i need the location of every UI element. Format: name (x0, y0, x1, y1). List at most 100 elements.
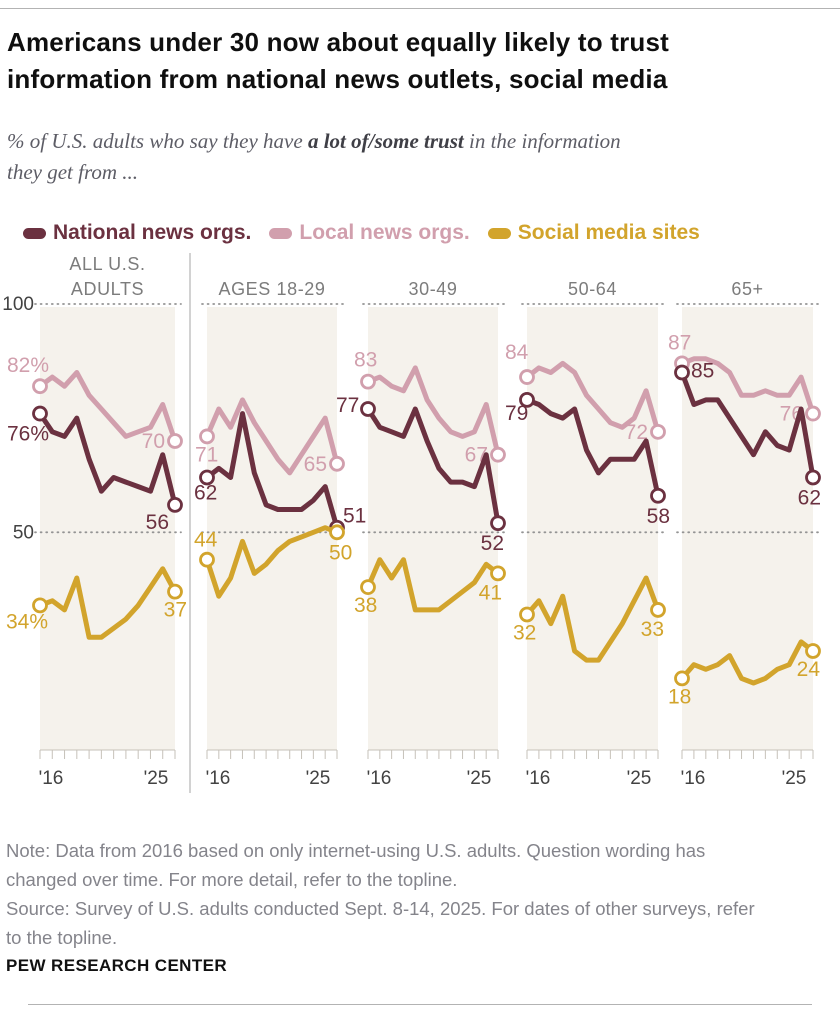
marker-end-local (490, 446, 506, 463)
marker-end-national (805, 469, 821, 486)
label-start-social: 34% (6, 610, 48, 633)
line-national (204, 411, 340, 531)
line-national (365, 406, 501, 526)
marker-end-national (650, 487, 666, 504)
note-line: changed over time. For more detail, refe… (6, 869, 458, 890)
marker-start-national (360, 401, 376, 417)
line-local (37, 370, 178, 444)
x-axis-label-start: '16 (526, 768, 551, 789)
line-social (679, 639, 816, 686)
marker-start-local (32, 378, 48, 395)
label-end-national: 52 (481, 532, 504, 555)
x-axis-label-end: '25 (467, 768, 492, 789)
label-start-local: 87 (668, 331, 691, 354)
label-start-social: 38 (354, 594, 377, 617)
marker-end-social (167, 583, 183, 600)
legend-item-national: National news orgs. (23, 221, 251, 245)
source-line: Source: Survey of U.S. adults conducted … (6, 898, 755, 919)
subtitle-prefix: % of U.S. adults who say they have (7, 129, 308, 153)
x-axis-label-start: '16 (39, 768, 64, 789)
chart-legend: National news orgs. Local news orgs. Soc… (23, 221, 700, 245)
marker-end-local (650, 423, 666, 440)
line-social (37, 566, 178, 640)
x-axis-label-end: '25 (144, 768, 169, 789)
source-line: to the topline. (6, 927, 118, 948)
line-local (679, 356, 816, 417)
marker-start-national (199, 469, 215, 486)
label-start-national: 79 (505, 402, 528, 425)
line-local (365, 365, 501, 458)
legend-swatch-national (23, 227, 46, 239)
marker-start-local (519, 369, 535, 385)
subtitle-line-2: they get from ... (7, 160, 139, 184)
label-end-local: 65 (304, 453, 327, 476)
marker-end-local (167, 433, 183, 449)
marker-end-national (167, 497, 183, 513)
label-start-social: 32 (513, 621, 536, 644)
page-subtitle: % of U.S. adults who say they have a lot… (7, 126, 827, 188)
legend-item-local: Local news orgs. (269, 221, 470, 245)
marker-start-local (360, 373, 376, 390)
marker-end-national (490, 515, 506, 532)
title-line-1: Americans under 30 now about equally lik… (7, 27, 669, 57)
y-axis-label-100: 100 (2, 294, 34, 315)
x-axis-label-start: '16 (367, 768, 392, 789)
chart-footnote: Note: Data from 2016 based on only inter… (6, 836, 816, 952)
label-start-national: 62 (194, 482, 217, 505)
label-end-national: 56 (146, 511, 169, 534)
line-local (524, 360, 661, 435)
legend-label-local: Local news orgs. (299, 221, 470, 244)
marker-start-social (199, 551, 215, 568)
marker-end-local (329, 455, 345, 472)
panel-title: AGES 18-29 (218, 279, 325, 299)
label-start-local: 84 (505, 341, 529, 364)
x-axis-label-end: '25 (782, 768, 807, 789)
label-end-social: 50 (329, 541, 352, 564)
legend-item-social: Social media sites (487, 221, 700, 245)
panel-title: 30-49 (408, 279, 457, 299)
marker-start-social (32, 597, 48, 614)
label-start-local: 71 (195, 443, 218, 466)
panel-band (40, 307, 175, 750)
panel-band (682, 307, 813, 750)
label-start-local: 83 (354, 349, 377, 372)
x-axis-label-end: '25 (627, 768, 652, 789)
label-end-national: 62 (798, 487, 821, 510)
marker-end-social (805, 643, 821, 659)
line-local (204, 397, 340, 476)
label-end-social: 24 (797, 658, 821, 681)
brand-logo: PEW RESEARCH CENTER (6, 956, 228, 975)
x-axis-label-start: '16 (681, 768, 706, 789)
legend-label-national: National news orgs. (53, 221, 252, 244)
panel-title: 65+ (731, 279, 763, 299)
bottom-divider (28, 1004, 812, 1005)
page-title: Americans under 30 now about equally lik… (7, 24, 827, 98)
panel-band (368, 307, 498, 750)
top-divider (0, 8, 840, 9)
line-social (204, 525, 340, 599)
x-axis-label-end: '25 (306, 768, 331, 789)
legend-swatch-local (269, 227, 293, 239)
label-end-local: 72 (625, 421, 648, 444)
marker-start-national (519, 391, 535, 408)
line-social (365, 557, 501, 613)
label-end-local: 70 (142, 430, 165, 453)
marker-start-national (674, 364, 690, 381)
legend-label-social: Social media sites (517, 221, 700, 244)
label-end-national: 51 (343, 505, 366, 528)
label-start-social: 44 (194, 529, 218, 552)
line-national (524, 397, 661, 499)
panel-title: 50-64 (568, 279, 617, 299)
line-national (37, 411, 178, 508)
note-line: Note: Data from 2016 based on only inter… (6, 840, 706, 861)
legend-swatch-social (487, 227, 511, 239)
panel-band (527, 307, 658, 750)
label-start-national: 77 (336, 394, 359, 417)
label-end-social: 41 (479, 581, 502, 604)
label-start-local: 82% (7, 354, 49, 377)
label-start-national: 76% (7, 423, 49, 446)
x-axis-label-start: '16 (206, 768, 231, 789)
y-axis-label-50: 50 (13, 522, 34, 543)
marker-end-local (805, 405, 821, 422)
